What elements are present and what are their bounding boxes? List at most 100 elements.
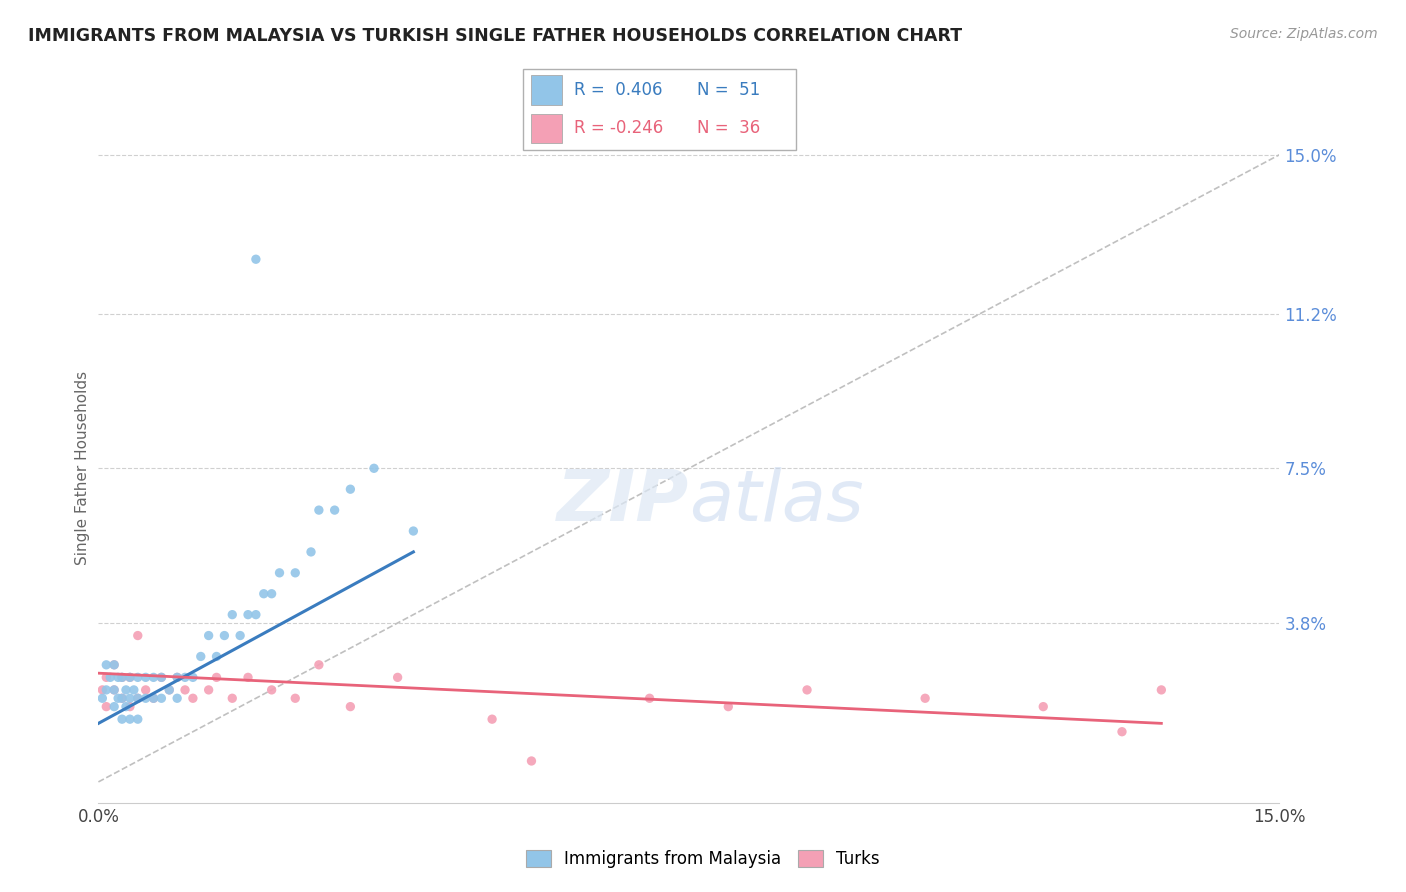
- Point: [142, 670, 165, 684]
- Point: [157, 682, 180, 697]
- Y-axis label: Single Father Households: Single Father Households: [75, 371, 90, 566]
- FancyBboxPatch shape: [531, 113, 562, 143]
- Text: atlas: atlas: [689, 467, 863, 536]
- Point: [150, 670, 173, 684]
- Point: [98, 670, 121, 684]
- Point: [1150, 682, 1173, 697]
- Point: [166, 691, 188, 706]
- Point: [118, 712, 141, 726]
- Text: R =  0.406: R = 0.406: [574, 81, 662, 99]
- Text: R = -0.246: R = -0.246: [574, 119, 662, 136]
- Point: [127, 691, 149, 706]
- Point: [197, 628, 219, 642]
- Legend: Immigrants from Malaysia, Turks: Immigrants from Malaysia, Turks: [519, 843, 887, 875]
- Point: [323, 503, 346, 517]
- Point: [96, 657, 118, 672]
- Point: [181, 691, 204, 706]
- Point: [253, 587, 276, 601]
- Point: [339, 482, 361, 496]
- Point: [174, 670, 197, 684]
- Point: [111, 691, 134, 706]
- Point: [122, 682, 145, 697]
- Point: [107, 691, 129, 706]
- Point: [339, 699, 361, 714]
- Point: [221, 607, 243, 622]
- Point: [205, 649, 228, 664]
- Point: [387, 670, 409, 684]
- Point: [150, 670, 173, 684]
- Point: [236, 607, 259, 622]
- Point: [111, 670, 134, 684]
- Point: [214, 628, 236, 642]
- Point: [96, 699, 118, 714]
- Point: [236, 670, 259, 684]
- Point: [107, 670, 129, 684]
- Point: [127, 628, 149, 642]
- Point: [205, 670, 228, 684]
- Point: [796, 682, 818, 697]
- Point: [115, 699, 138, 714]
- Point: [299, 545, 322, 559]
- Point: [190, 649, 212, 664]
- Point: [221, 691, 243, 706]
- Point: [118, 670, 141, 684]
- Point: [103, 657, 125, 672]
- Text: N =  36: N = 36: [697, 119, 761, 136]
- Point: [308, 657, 330, 672]
- Point: [111, 691, 134, 706]
- Point: [481, 712, 503, 726]
- Point: [717, 699, 740, 714]
- Point: [1111, 724, 1133, 739]
- Point: [135, 682, 157, 697]
- Text: Source: ZipAtlas.com: Source: ZipAtlas.com: [1230, 27, 1378, 41]
- Text: ZIP: ZIP: [557, 467, 689, 536]
- Point: [229, 628, 252, 642]
- Point: [135, 691, 157, 706]
- Point: [142, 691, 165, 706]
- Point: [157, 682, 180, 697]
- Point: [118, 691, 141, 706]
- Point: [1032, 699, 1054, 714]
- Point: [111, 712, 134, 726]
- Point: [127, 712, 149, 726]
- Point: [111, 670, 134, 684]
- Point: [166, 670, 188, 684]
- Point: [150, 691, 173, 706]
- Point: [181, 670, 204, 684]
- Point: [260, 682, 283, 697]
- Text: N =  51: N = 51: [697, 81, 761, 99]
- Point: [260, 587, 283, 601]
- Point: [91, 691, 114, 706]
- Point: [269, 566, 291, 580]
- Point: [363, 461, 385, 475]
- Text: IMMIGRANTS FROM MALAYSIA VS TURKISH SINGLE FATHER HOUSEHOLDS CORRELATION CHART: IMMIGRANTS FROM MALAYSIA VS TURKISH SING…: [28, 27, 962, 45]
- FancyBboxPatch shape: [523, 69, 796, 150]
- Point: [638, 691, 661, 706]
- Point: [166, 670, 188, 684]
- Point: [127, 691, 149, 706]
- Point: [520, 754, 543, 768]
- Point: [96, 682, 118, 697]
- Point: [135, 670, 157, 684]
- Point: [96, 670, 118, 684]
- Point: [402, 524, 425, 538]
- Point: [284, 566, 307, 580]
- Point: [174, 682, 197, 697]
- Point: [103, 657, 125, 672]
- Point: [127, 670, 149, 684]
- Point: [308, 503, 330, 517]
- Point: [142, 691, 165, 706]
- Point: [103, 682, 125, 697]
- Point: [118, 670, 141, 684]
- Point: [197, 682, 219, 697]
- FancyBboxPatch shape: [531, 76, 562, 105]
- Point: [103, 682, 125, 697]
- Point: [103, 699, 125, 714]
- Point: [245, 252, 267, 267]
- Point: [914, 691, 936, 706]
- Point: [245, 607, 267, 622]
- Point: [118, 699, 141, 714]
- Point: [115, 682, 138, 697]
- Point: [91, 682, 114, 697]
- Point: [284, 691, 307, 706]
